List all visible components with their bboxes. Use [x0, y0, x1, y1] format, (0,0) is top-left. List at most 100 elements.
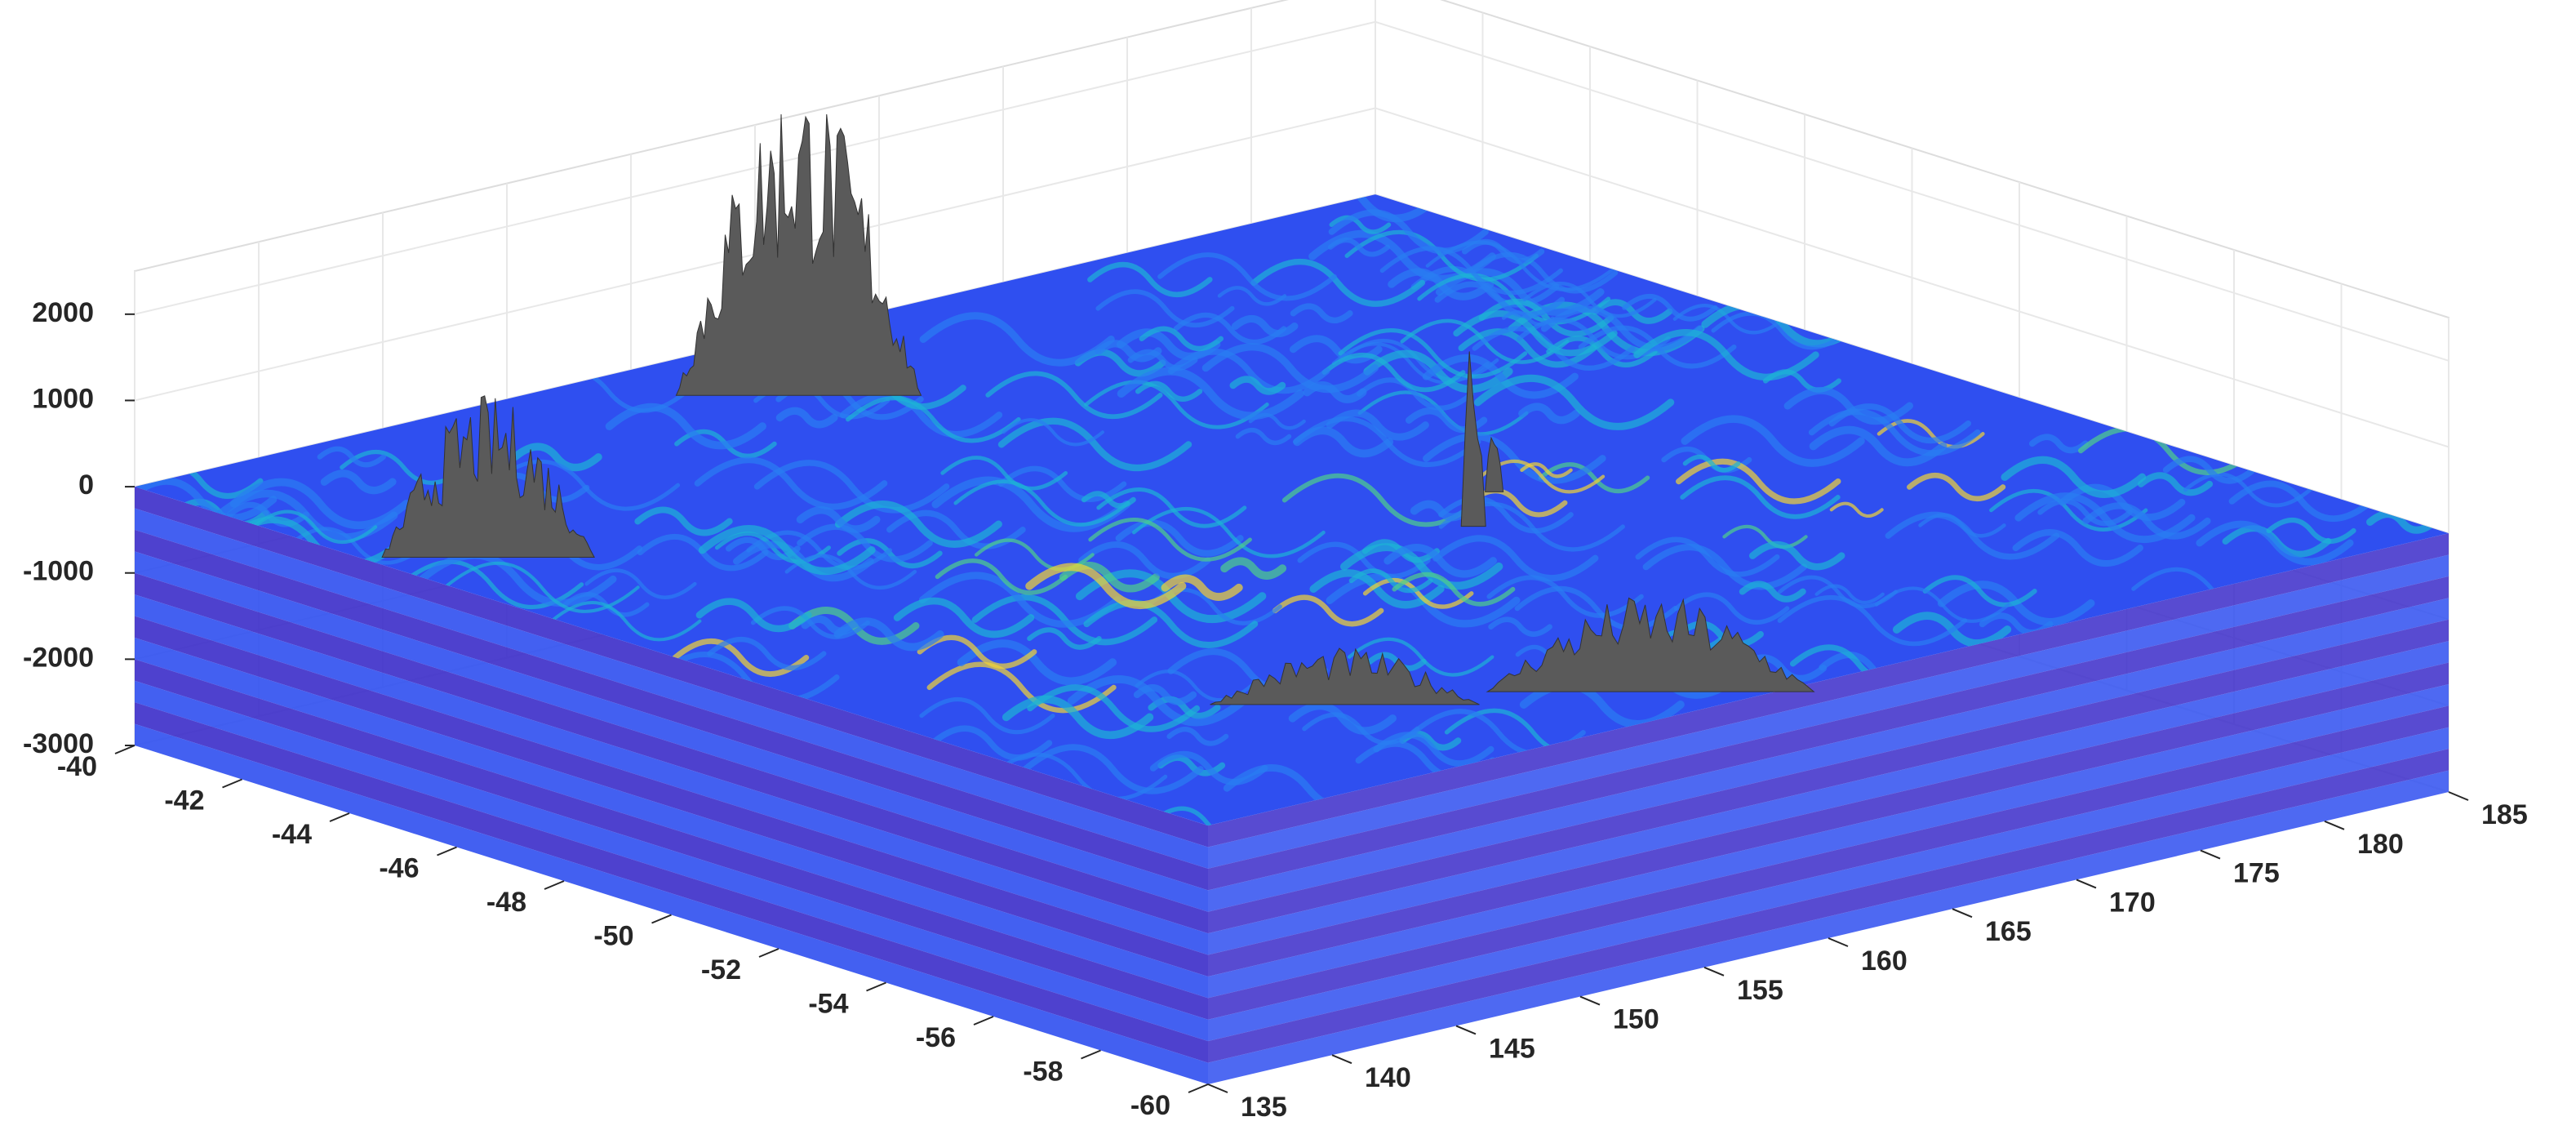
swirl	[1272, 594, 1384, 627]
swirl	[634, 506, 733, 536]
depth-layer-front	[1208, 662, 2449, 977]
y-tick-label: -42	[164, 785, 204, 816]
swirl	[1288, 701, 1397, 735]
swirl	[2077, 426, 2258, 475]
swirl	[1131, 507, 1326, 558]
swirl	[1479, 459, 1606, 494]
terrain	[675, 113, 922, 396]
swirl	[1220, 557, 1287, 580]
swirl	[940, 456, 1068, 491]
swirl	[2082, 502, 2211, 540]
swirl	[672, 638, 810, 677]
depth-layer-left	[135, 723, 1208, 1084]
y-tick	[114, 745, 135, 754]
swirl	[1432, 535, 1599, 582]
swirl	[1777, 595, 1968, 647]
swirl	[1339, 543, 1503, 590]
swirl	[797, 523, 933, 563]
swirl	[1808, 408, 1981, 456]
y-tick-label: -50	[593, 920, 633, 951]
swirl	[1748, 541, 1845, 571]
x-tick	[2448, 791, 2469, 801]
y-tick	[544, 880, 565, 890]
x-tick	[1331, 1054, 1352, 1065]
swirl	[1488, 616, 1552, 638]
x-tick	[1455, 1025, 1477, 1035]
swirl	[1297, 541, 1431, 579]
y-tick-label: -44	[272, 819, 312, 850]
swirl	[1115, 519, 1244, 557]
swirl	[1248, 412, 1306, 430]
swirl	[1002, 695, 1154, 739]
swirl	[1635, 536, 1780, 577]
depth-layer-left	[135, 487, 1208, 848]
swirl	[229, 478, 411, 530]
x-tick-label: 180	[2357, 829, 2404, 860]
swirl	[1096, 487, 1247, 528]
swirl	[1622, 294, 1718, 322]
swirl	[286, 527, 427, 565]
swirl	[1348, 568, 1433, 594]
swirl	[1135, 380, 1203, 402]
x-tick-label: 165	[1985, 916, 2032, 947]
depth-layer-front	[1208, 683, 2449, 999]
terrain	[1460, 351, 1486, 527]
swirl	[1422, 354, 1579, 399]
swirl	[1676, 458, 1841, 505]
swirl	[1989, 488, 2148, 532]
x-tick	[2200, 849, 2221, 860]
x-tick	[1579, 995, 1601, 1006]
swirl	[1383, 544, 1497, 578]
swirl	[1347, 637, 1495, 677]
x-tick	[1703, 966, 1725, 977]
swirl	[953, 479, 1130, 527]
swirl	[1250, 258, 1426, 307]
swirl	[1362, 577, 1474, 609]
swirl	[1149, 806, 1264, 826]
swirl	[1139, 326, 1224, 352]
swirl	[320, 469, 397, 495]
swirl	[918, 572, 1121, 628]
swirl	[1434, 281, 1566, 318]
swirl	[1002, 418, 1104, 447]
x-tick	[1828, 937, 1849, 947]
swirl	[1217, 286, 1287, 306]
swirl	[1083, 599, 1259, 648]
swirl	[443, 561, 640, 613]
swirl	[695, 598, 812, 633]
y-tick	[973, 1016, 994, 1026]
swirl	[1829, 501, 1884, 518]
grid-line	[134, 20, 2449, 362]
swirl	[1538, 462, 1650, 494]
swirl	[839, 392, 1003, 438]
swirl	[486, 459, 681, 511]
depth-layer-left	[135, 680, 1208, 1042]
swirl	[2001, 456, 2147, 498]
swirl	[1486, 575, 1644, 618]
z-tick-label: -2000	[23, 642, 94, 673]
y-tick	[1188, 1083, 1209, 1093]
y-tick	[651, 914, 672, 924]
swirl	[775, 407, 838, 429]
swirl	[1027, 627, 1102, 650]
swirl	[1290, 303, 1353, 324]
swirl	[834, 501, 1002, 548]
swirl	[1423, 433, 1606, 484]
swirl	[1467, 488, 1568, 518]
swirl	[135, 477, 278, 522]
swirl	[1157, 252, 1337, 301]
y-tick-label: -52	[701, 954, 741, 986]
swirl	[1087, 261, 1213, 298]
x-tick-label: 155	[1737, 975, 1783, 1006]
swirl	[1149, 750, 1268, 785]
swirl	[1673, 592, 1790, 625]
swirl	[1173, 312, 1287, 345]
depth-layer-left	[135, 659, 1208, 1020]
swirl	[1231, 314, 1299, 338]
swirl	[1809, 425, 1948, 467]
swirl	[1814, 584, 1885, 605]
depth-layer-left	[135, 594, 1208, 955]
z-tick-label: -3000	[23, 728, 94, 759]
y-tick	[1081, 1049, 1101, 1060]
y-tick-label: -48	[486, 887, 526, 918]
